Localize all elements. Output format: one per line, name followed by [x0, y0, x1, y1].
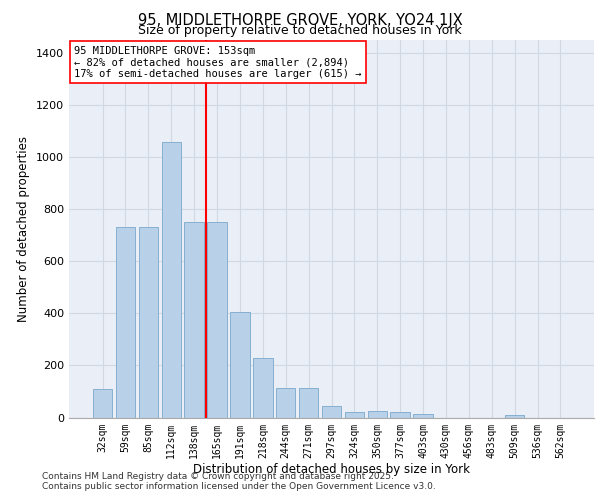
Bar	[299, 388, 319, 418]
Text: Size of property relative to detached houses in York: Size of property relative to detached ho…	[138, 24, 462, 37]
Text: 95, MIDDLETHORPE GROVE, YORK, YO24 1JX: 95, MIDDLETHORPE GROVE, YORK, YO24 1JX	[137, 12, 463, 28]
Bar	[344, 412, 364, 418]
Bar	[253, 358, 272, 418]
Bar	[161, 142, 181, 418]
Y-axis label: Number of detached properties: Number of detached properties	[17, 136, 31, 322]
X-axis label: Distribution of detached houses by size in York: Distribution of detached houses by size …	[193, 463, 470, 476]
Bar	[391, 412, 410, 418]
Bar	[184, 222, 204, 418]
Bar	[413, 414, 433, 418]
Bar	[93, 389, 112, 418]
Bar	[208, 222, 227, 418]
Bar	[368, 411, 387, 418]
Bar	[322, 406, 341, 417]
Bar	[230, 312, 250, 418]
Text: 95 MIDDLETHORPE GROVE: 153sqm
← 82% of detached houses are smaller (2,894)
17% o: 95 MIDDLETHORPE GROVE: 153sqm ← 82% of d…	[74, 46, 362, 79]
Bar	[276, 388, 295, 418]
Text: Contains HM Land Registry data © Crown copyright and database right 2025.
Contai: Contains HM Land Registry data © Crown c…	[42, 472, 436, 491]
Bar	[116, 228, 135, 418]
Bar	[505, 415, 524, 418]
Bar	[139, 228, 158, 418]
